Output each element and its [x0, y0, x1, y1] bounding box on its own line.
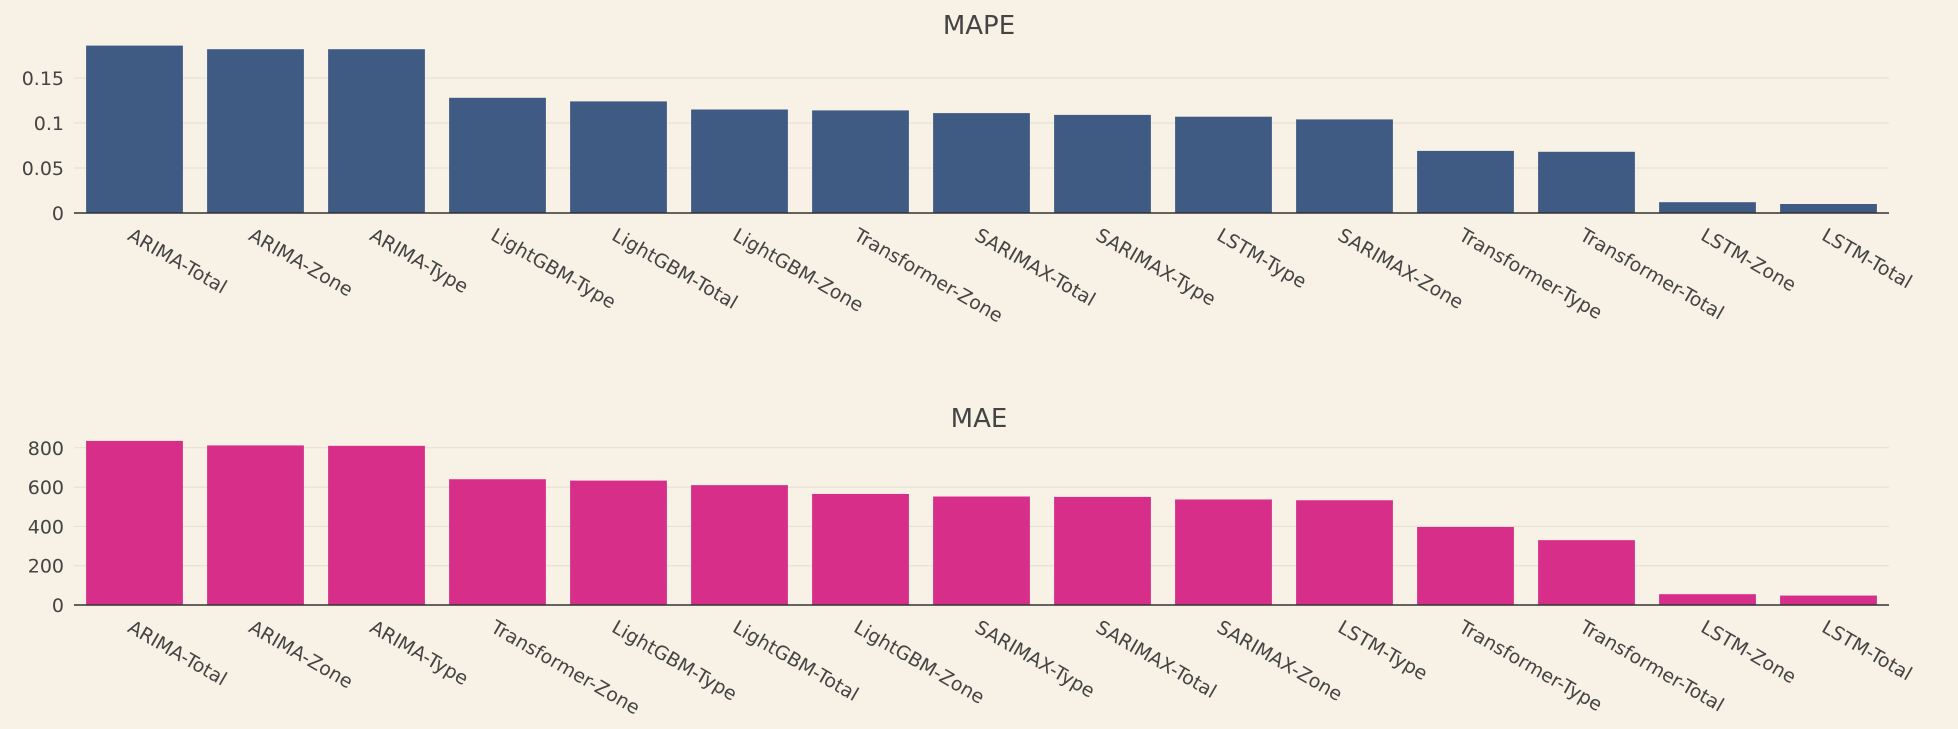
mae-bar — [570, 480, 667, 605]
mae-bar — [1780, 595, 1877, 605]
mae-bar — [812, 493, 909, 605]
mae-y-tick-label: 0 — [52, 595, 64, 617]
mae-x-tick-label: LightGBM-Total — [729, 616, 862, 706]
mae-bar — [1417, 526, 1514, 605]
mape-bars — [86, 45, 1877, 214]
mape-bar — [570, 101, 667, 213]
mae-x-tick-label: ARIMA-Type — [366, 616, 472, 690]
mape-x-tick-label: SARIMAX-Type — [1092, 224, 1219, 310]
mape-y-tick-label: 0.05 — [22, 158, 64, 180]
mape-panel: MAPE 0 0.05 0.1 0.15 ARIMA-Total ARIMA-Zone A… — [22, 11, 1916, 327]
mape-y-tick-label: 0 — [52, 203, 64, 225]
mae-bar — [449, 479, 546, 605]
mape-x-tick-label: SARIMAX-Zone — [1334, 224, 1467, 314]
mae-title: MAE — [951, 404, 1008, 434]
mape-x-tick-label: LightGBM-Total — [608, 224, 741, 314]
mae-x-tick-label: LSTM-Type — [1334, 616, 1431, 685]
mape-bar — [86, 45, 183, 213]
mae-bar — [933, 496, 1030, 605]
mape-x-tick-label: ARIMA-Total — [124, 224, 230, 298]
mae-x-tick-label: SARIMAX-Total — [1092, 616, 1220, 703]
mape-x-tick-label: LightGBM-Type — [487, 224, 620, 313]
mape-bar — [812, 110, 909, 213]
mae-bar — [1659, 594, 1756, 605]
mae-x-tick-label: ARIMA-Total — [124, 616, 230, 690]
mape-bar — [1538, 151, 1635, 213]
mae-bar — [691, 485, 788, 605]
mape-bar — [1780, 204, 1877, 213]
mae-bar — [1296, 500, 1393, 605]
mae-x-tick-label: LightGBM-Zone — [850, 616, 988, 708]
mae-bar — [1538, 540, 1635, 605]
mape-bar — [1175, 116, 1272, 213]
mape-bar — [691, 109, 788, 213]
mae-x-tick-labels: ARIMA-Total ARIMA-Zone ARIMA-Type Transform… — [124, 616, 1916, 720]
mape-x-tick-label: LSTM-Zone — [1697, 224, 1800, 296]
mape-x-tick-label: LSTM-Total — [1818, 224, 1916, 293]
mape-bar — [933, 113, 1030, 213]
mape-bar — [1054, 114, 1151, 213]
mae-x-tick-label: LSTM-Zone — [1697, 616, 1800, 688]
mae-bar — [86, 440, 183, 605]
mape-bar — [207, 49, 304, 214]
mae-x-tick-label: LSTM-Total — [1818, 616, 1916, 685]
mae-x-tick-label: SARIMAX-Type — [971, 616, 1098, 702]
mape-x-tick-label: ARIMA-Zone — [245, 224, 356, 301]
mae-y-tick-label: 200 — [28, 556, 64, 578]
mae-bar — [1175, 499, 1272, 605]
mae-y-tick-label: 800 — [28, 438, 64, 460]
mape-y-tick-labels: 0 0.05 0.1 0.15 — [22, 68, 64, 225]
mape-y-tick-label: 0.1 — [34, 113, 64, 135]
mae-bar — [328, 445, 425, 605]
mape-bar — [1296, 119, 1393, 213]
mape-x-tick-label: LSTM-Type — [1213, 224, 1310, 293]
mae-y-tick-label: 600 — [28, 477, 64, 499]
mae-y-tick-label: 400 — [28, 516, 64, 538]
mape-bar — [1417, 150, 1514, 213]
mae-x-tick-label: SARIMAX-Zone — [1213, 616, 1346, 706]
mape-bar — [1659, 202, 1756, 213]
mape-x-tick-label: ARIMA-Type — [366, 224, 472, 298]
mape-title: MAPE — [943, 11, 1015, 41]
mape-bar — [328, 49, 425, 214]
mae-bar — [207, 445, 304, 605]
mape-y-tick-label: 0.15 — [22, 68, 64, 90]
mae-y-tick-labels: 0 200 400 600 800 — [28, 438, 64, 617]
mape-x-tick-labels: ARIMA-Total ARIMA-Zone ARIMA-Type LightGBM-… — [124, 224, 1916, 328]
mae-bars — [86, 440, 1877, 605]
mae-x-tick-label: ARIMA-Zone — [245, 616, 356, 693]
mae-panel: MAE 0 200 400 600 800 ARIMA-Total ARIMA-Zone A… — [28, 404, 1916, 719]
mape-bar — [449, 97, 546, 213]
mape-x-tick-label: LightGBM-Zone — [729, 224, 867, 316]
mae-bar — [1054, 496, 1151, 605]
